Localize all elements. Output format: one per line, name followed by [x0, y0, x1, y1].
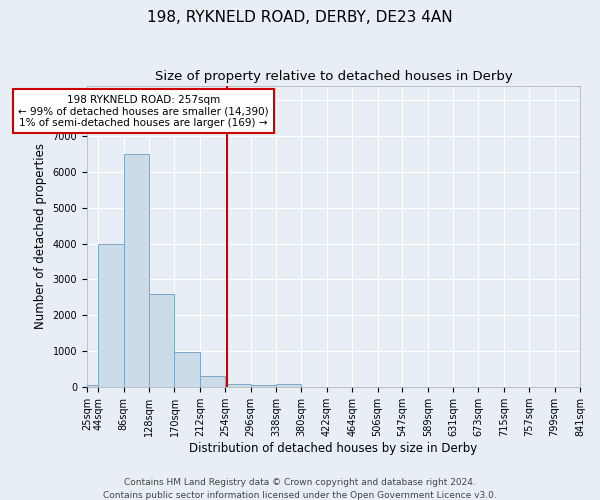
Bar [200, 376, 225, 387]
Y-axis label: Number of detached properties: Number of detached properties [34, 144, 47, 330]
Bar [225, 384, 251, 387]
Bar [98, 244, 124, 387]
Bar [276, 384, 301, 387]
Title: Size of property relative to detached houses in Derby: Size of property relative to detached ho… [155, 70, 512, 83]
Bar [149, 294, 175, 387]
Text: 198, RYKNELD ROAD, DERBY, DE23 4AN: 198, RYKNELD ROAD, DERBY, DE23 4AN [147, 10, 453, 25]
Text: Contains HM Land Registry data © Crown copyright and database right 2024.
Contai: Contains HM Land Registry data © Crown c… [103, 478, 497, 500]
Bar [251, 384, 276, 387]
Text: 198 RYKNELD ROAD: 257sqm
← 99% of detached houses are smaller (14,390)
1% of sem: 198 RYKNELD ROAD: 257sqm ← 99% of detach… [18, 94, 269, 128]
Bar [124, 154, 149, 387]
X-axis label: Distribution of detached houses by size in Derby: Distribution of detached houses by size … [189, 442, 478, 455]
Bar [175, 352, 200, 387]
Bar [87, 384, 98, 387]
